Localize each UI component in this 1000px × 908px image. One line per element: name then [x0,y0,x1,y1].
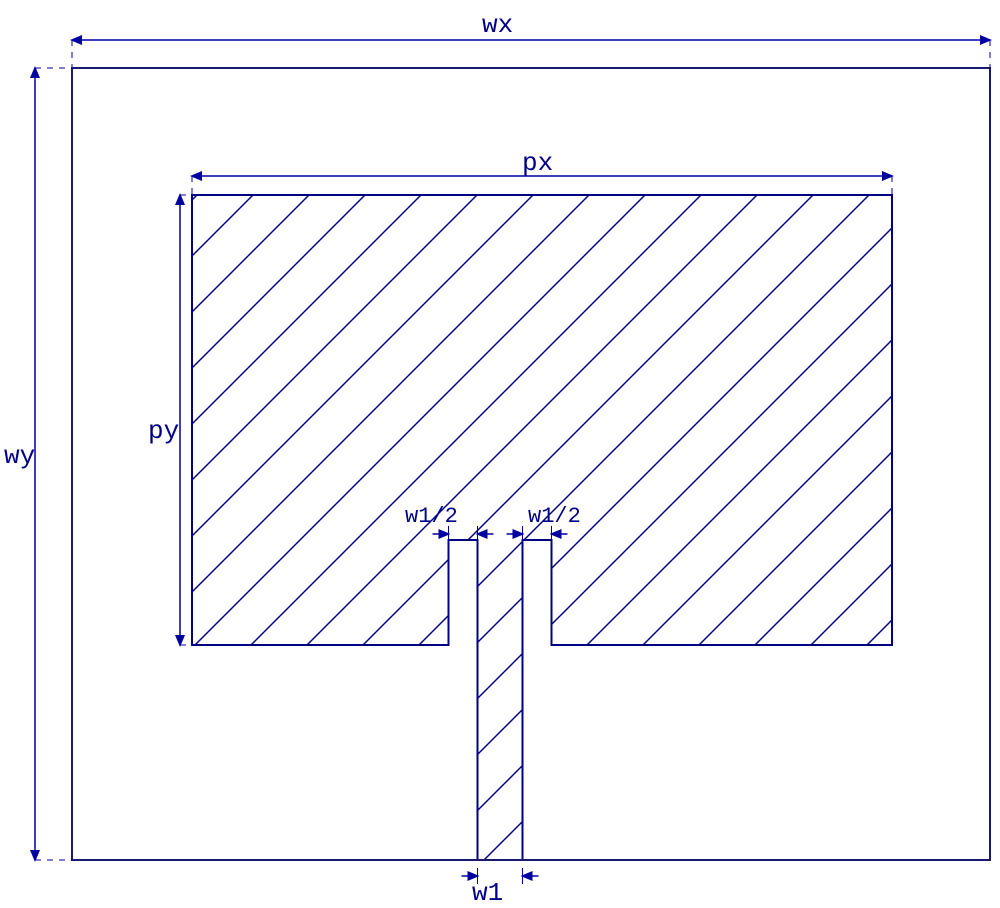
label-w1-2-right: w1/2 [528,504,581,529]
label-w1-2-left: w1/2 [405,504,458,529]
label-wy: wy [4,441,35,471]
label-w1: w1 [472,878,503,908]
diagram-canvas: wx wy px py w1/2 w1/2 w1 [0,0,1000,901]
label-px: px [522,148,553,178]
diagram-svg [0,0,1000,901]
label-wx: wx [482,10,513,40]
label-py: py [148,416,179,446]
